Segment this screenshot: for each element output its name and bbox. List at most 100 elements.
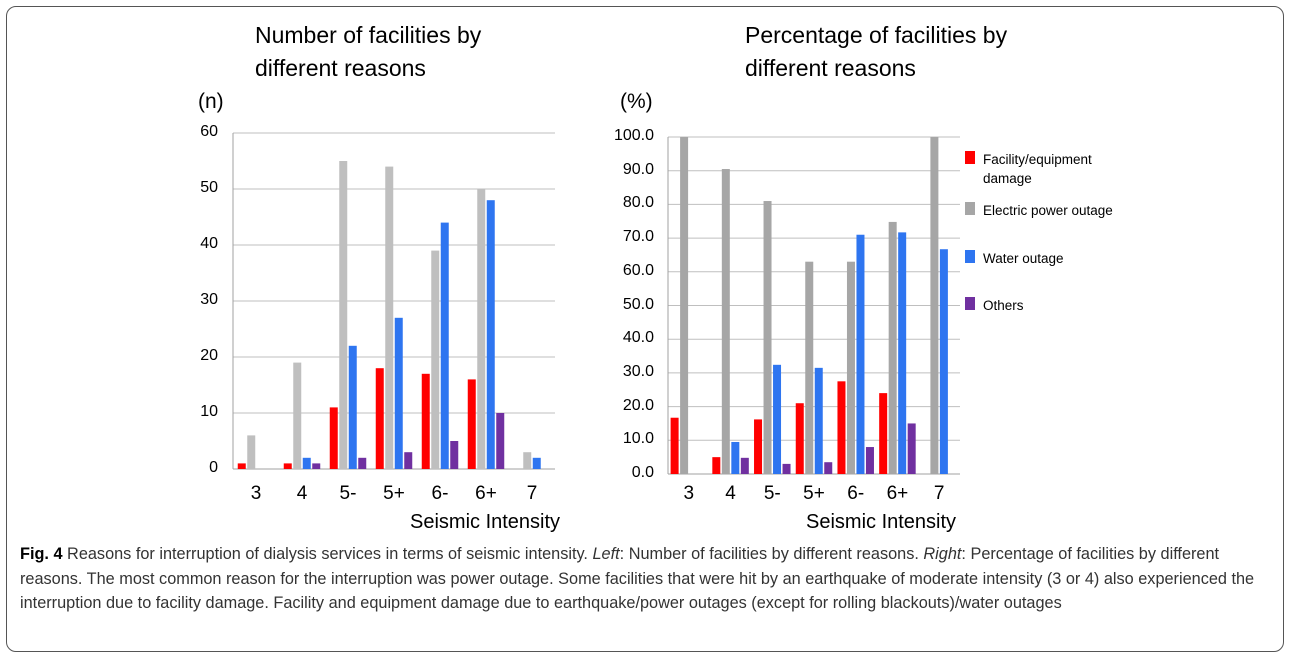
x-axis-label: Seismic Intensity — [806, 511, 957, 533]
caption-part: Fig. 4 — [20, 545, 63, 563]
bar — [247, 435, 256, 469]
chart-title: different reasons — [745, 55, 916, 81]
y-tick-label: 60 — [200, 123, 218, 140]
bar — [404, 452, 413, 469]
y-tick-label: 20 — [200, 347, 218, 364]
y-tick-label: 90.0 — [622, 160, 654, 178]
bar — [712, 457, 721, 474]
bar — [773, 364, 782, 474]
bar — [680, 137, 689, 474]
bar — [467, 379, 476, 469]
bar — [283, 463, 292, 469]
x-tick-label: 5- — [763, 483, 781, 504]
bar — [898, 232, 907, 474]
bar — [930, 137, 939, 474]
x-tick-label: 7 — [933, 483, 945, 504]
caption-part: : Percentage of facilities by different … — [20, 545, 1255, 612]
bar — [731, 441, 740, 474]
bar — [814, 367, 823, 474]
bar — [740, 457, 749, 474]
x-tick-label: 6+ — [475, 483, 497, 504]
bar — [856, 234, 865, 474]
x-tick-label: 5+ — [803, 483, 825, 504]
legend-swatch — [965, 151, 975, 164]
bar — [782, 463, 791, 474]
y-tick-label: 0 — [209, 459, 218, 476]
y-tick-label: 30 — [200, 291, 218, 308]
y-tick-label: 40 — [200, 235, 218, 252]
y-tick-label: 100.0 — [613, 127, 654, 144]
x-tick-label: 3 — [250, 483, 262, 504]
x-tick-label: 7 — [526, 483, 538, 504]
bar — [670, 417, 679, 474]
bar — [523, 452, 532, 469]
y-tick-label: 10 — [200, 403, 218, 420]
bar — [450, 441, 459, 469]
bar — [358, 457, 367, 469]
y-tick-label: 70.0 — [622, 228, 654, 246]
bar — [939, 249, 948, 474]
bar — [865, 447, 874, 474]
legend-label: Water outage — [983, 251, 1064, 266]
caption-part: Right — [923, 545, 962, 563]
bar — [312, 463, 321, 469]
y-tick-label: 50.0 — [622, 295, 654, 313]
y-tick-label: 10.0 — [622, 430, 654, 448]
bar — [754, 419, 763, 474]
y-tick-label: 30.0 — [622, 362, 654, 380]
caption-part: Reasons for interruption of dialysis ser… — [62, 545, 593, 563]
x-tick-label: 3 — [683, 483, 695, 504]
bar — [805, 261, 814, 474]
bar — [763, 201, 772, 474]
bar — [421, 373, 430, 469]
bar — [339, 161, 348, 469]
bar — [394, 317, 403, 469]
chart-title: Number of facilities by — [255, 22, 482, 48]
bar — [486, 200, 495, 469]
caption-part: : Number of facilities by different reas… — [619, 545, 924, 563]
y-axis-label: (%) — [620, 90, 653, 113]
bar — [496, 413, 505, 469]
y-tick-label: 50 — [200, 179, 218, 196]
y-tick-label: 60.0 — [622, 261, 654, 279]
bar — [721, 169, 730, 474]
caption: Fig. 4 Reasons for interruption of dialy… — [20, 542, 1278, 616]
legend-swatch — [965, 297, 975, 310]
figure-frame — [6, 6, 1284, 652]
x-tick-label: 6- — [431, 483, 449, 504]
bar — [440, 222, 449, 469]
y-tick-label: 40.0 — [622, 329, 654, 347]
caption-part: Left — [592, 545, 620, 563]
bar — [293, 362, 302, 469]
bar — [888, 221, 897, 474]
y-tick-label: 80.0 — [622, 194, 654, 212]
bar — [348, 345, 357, 469]
bar — [879, 393, 888, 474]
bar — [532, 457, 541, 469]
charts — [232, 132, 975, 475]
legend-swatch — [965, 202, 975, 215]
bar — [375, 368, 384, 469]
bar — [302, 457, 311, 469]
x-tick-label: 4 — [725, 483, 736, 504]
bar — [837, 381, 846, 474]
bar — [477, 189, 486, 469]
chart-title: Percentage of facilities by — [745, 22, 1008, 48]
bar — [824, 462, 833, 474]
legend-label: Others — [983, 298, 1024, 313]
y-tick-label: 20.0 — [622, 396, 654, 414]
bar — [385, 166, 394, 469]
x-tick-label: 5+ — [383, 483, 405, 504]
bar — [329, 407, 338, 469]
x-tick-label: 5- — [339, 483, 357, 504]
bar — [907, 423, 916, 474]
x-axis-label: Seismic Intensity — [410, 511, 561, 533]
x-tick-label: 4 — [296, 483, 308, 504]
x-tick-label: 6- — [847, 483, 865, 504]
bar — [237, 463, 246, 469]
legend-label: Facility/equipment damage — [983, 152, 1092, 186]
bar — [795, 403, 804, 474]
y-tick-label: 0.0 — [631, 464, 654, 481]
legend-swatch — [965, 250, 975, 263]
